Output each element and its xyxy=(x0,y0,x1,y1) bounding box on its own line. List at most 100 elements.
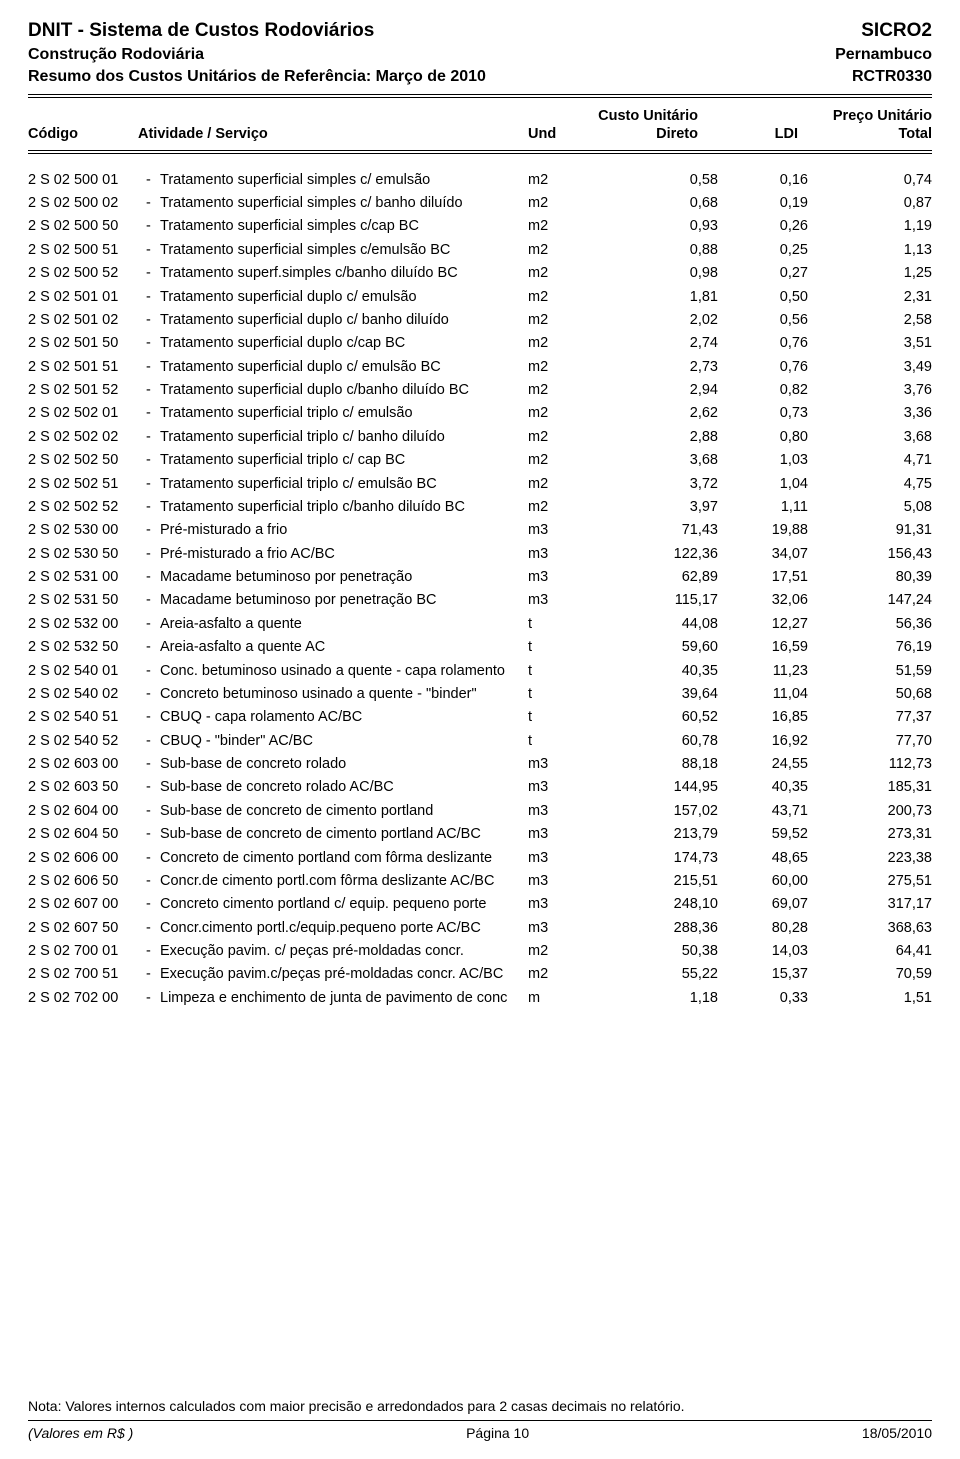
table-row: 2 S 02 532 00-Areia-asfalto a quentet44,… xyxy=(28,612,932,635)
cell-ldi: 11,04 xyxy=(718,682,808,705)
cell-und: m2 xyxy=(528,355,598,378)
cell-direto: 174,73 xyxy=(598,846,718,869)
table-row: 2 S 02 501 51-Tratamento superficial dup… xyxy=(28,355,932,378)
cell-desc: Tratamento superf.simples c/banho diluíd… xyxy=(160,262,528,285)
cell-desc: Tratamento superficial simples c/cap BC xyxy=(160,215,528,238)
cell-direto: 2,74 xyxy=(598,332,718,355)
cell-codigo: 2 S 02 607 50 xyxy=(28,916,146,939)
table-row: 2 S 02 501 52-Tratamento superficial dup… xyxy=(28,378,932,401)
table-row: 2 S 02 540 51-CBUQ - capa rolamento AC/B… xyxy=(28,706,932,729)
col-total: Total xyxy=(808,126,932,142)
cell-und: m2 xyxy=(528,215,598,238)
cell-und: m2 xyxy=(528,332,598,355)
cell-ldi: 0,56 xyxy=(718,308,808,331)
cell-dash: - xyxy=(146,378,160,401)
cell-direto: 3,72 xyxy=(598,472,718,495)
cell-ldi: 0,82 xyxy=(718,378,808,401)
header-row-2: Construção Rodoviária Pernambuco xyxy=(28,42,932,64)
cell-dash: - xyxy=(146,752,160,775)
cell-total: 3,36 xyxy=(808,402,932,425)
cell-direto: 50,38 xyxy=(598,939,718,962)
cell-dash: - xyxy=(146,893,160,916)
table-row: 2 S 02 700 01-Execução pavim. c/ peças p… xyxy=(28,939,932,962)
table-row: 2 S 02 501 02-Tratamento superficial dup… xyxy=(28,308,932,331)
cell-desc: Concreto betuminoso usinado a quente - "… xyxy=(160,682,528,705)
cell-desc: Sub-base de concreto de cimento portland xyxy=(160,799,528,822)
cell-codigo: 2 S 02 540 02 xyxy=(28,682,146,705)
cell-ldi: 16,85 xyxy=(718,706,808,729)
cell-total: 76,19 xyxy=(808,636,932,659)
cell-ldi: 0,80 xyxy=(718,425,808,448)
cell-dash: - xyxy=(146,168,160,191)
subtitle1-left: Construção Rodoviária xyxy=(28,46,204,64)
cell-total: 1,51 xyxy=(808,986,932,1009)
cell-codigo: 2 S 02 603 50 xyxy=(28,776,146,799)
cell-dash: - xyxy=(146,191,160,214)
cell-ldi: 0,26 xyxy=(718,215,808,238)
cell-codigo: 2 S 02 530 00 xyxy=(28,519,146,542)
cell-dash: - xyxy=(146,542,160,565)
cell-codigo: 2 S 02 502 01 xyxy=(28,402,146,425)
cell-desc: Tratamento superficial duplo c/ banho di… xyxy=(160,308,528,331)
cell-und: m2 xyxy=(528,939,598,962)
cell-und: m2 xyxy=(528,378,598,401)
cell-codigo: 2 S 02 603 00 xyxy=(28,752,146,775)
table-row: 2 S 02 540 52-CBUQ - "binder" AC/BCt60,7… xyxy=(28,729,932,752)
cell-ldi: 80,28 xyxy=(718,916,808,939)
subtitle1-right: Pernambuco xyxy=(835,46,932,64)
table-row: 2 S 02 532 50-Areia-asfalto a quente ACt… xyxy=(28,636,932,659)
cell-ldi: 0,76 xyxy=(718,332,808,355)
cell-direto: 2,73 xyxy=(598,355,718,378)
table-row: 2 S 02 530 50-Pré-misturado a frio AC/BC… xyxy=(28,542,932,565)
cell-desc: Tratamento superficial triplo c/ emulsão… xyxy=(160,472,528,495)
table-row: 2 S 02 500 01-Tratamento superficial sim… xyxy=(28,168,932,191)
cell-ldi: 32,06 xyxy=(718,589,808,612)
cell-dash: - xyxy=(146,682,160,705)
cell-ldi: 69,07 xyxy=(718,893,808,916)
cell-desc: Tratamento superficial simples c/ emulsã… xyxy=(160,168,528,191)
cell-total: 147,24 xyxy=(808,589,932,612)
cell-total: 317,17 xyxy=(808,893,932,916)
table-row: 2 S 02 607 50-Concr.cimento portl.c/equi… xyxy=(28,916,932,939)
cell-direto: 62,89 xyxy=(598,565,718,588)
cell-codigo: 2 S 02 500 52 xyxy=(28,262,146,285)
col-atividade: Atividade / Serviço xyxy=(138,126,528,142)
cell-dash: - xyxy=(146,659,160,682)
cell-ldi: 48,65 xyxy=(718,846,808,869)
column-headers: Custo Unitário Preço Unitário Código Ati… xyxy=(28,108,932,142)
cell-desc: Pré-misturado a frio xyxy=(160,519,528,542)
cell-total: 4,71 xyxy=(808,449,932,472)
table-row: 2 S 02 530 00-Pré-misturado a friom371,4… xyxy=(28,519,932,542)
cell-desc: Areia-asfalto a quente AC xyxy=(160,636,528,659)
cell-codigo: 2 S 02 501 52 xyxy=(28,378,146,401)
cell-und: m3 xyxy=(528,542,598,565)
table-row: 2 S 02 604 00-Sub-base de concreto de ci… xyxy=(28,799,932,822)
cell-total: 1,25 xyxy=(808,262,932,285)
cell-und: t xyxy=(528,636,598,659)
cell-und: m3 xyxy=(528,893,598,916)
cell-direto: 3,68 xyxy=(598,449,718,472)
cell-total: 50,68 xyxy=(808,682,932,705)
cell-dash: - xyxy=(146,565,160,588)
cell-und: m2 xyxy=(528,449,598,472)
cell-total: 3,68 xyxy=(808,425,932,448)
cell-direto: 59,60 xyxy=(598,636,718,659)
table-row: 2 S 02 500 50-Tratamento superficial sim… xyxy=(28,215,932,238)
column-headers-top: Custo Unitário Preço Unitário xyxy=(28,108,932,124)
cell-ldi: 1,04 xyxy=(718,472,808,495)
cell-und: m2 xyxy=(528,495,598,518)
title-right: SICRO2 xyxy=(861,20,932,42)
cell-und: m2 xyxy=(528,285,598,308)
cell-total: 156,43 xyxy=(808,542,932,565)
cell-ldi: 0,27 xyxy=(718,262,808,285)
cell-direto: 288,36 xyxy=(598,916,718,939)
cell-total: 56,36 xyxy=(808,612,932,635)
cell-dash: - xyxy=(146,916,160,939)
cell-dash: - xyxy=(146,939,160,962)
cell-ldi: 43,71 xyxy=(718,799,808,822)
cell-codigo: 2 S 02 540 51 xyxy=(28,706,146,729)
cell-total: 3,76 xyxy=(808,378,932,401)
cell-dash: - xyxy=(146,238,160,261)
cell-desc: Areia-asfalto a quente xyxy=(160,612,528,635)
footer-values-label: (Valores em R$ ) xyxy=(28,1425,133,1441)
